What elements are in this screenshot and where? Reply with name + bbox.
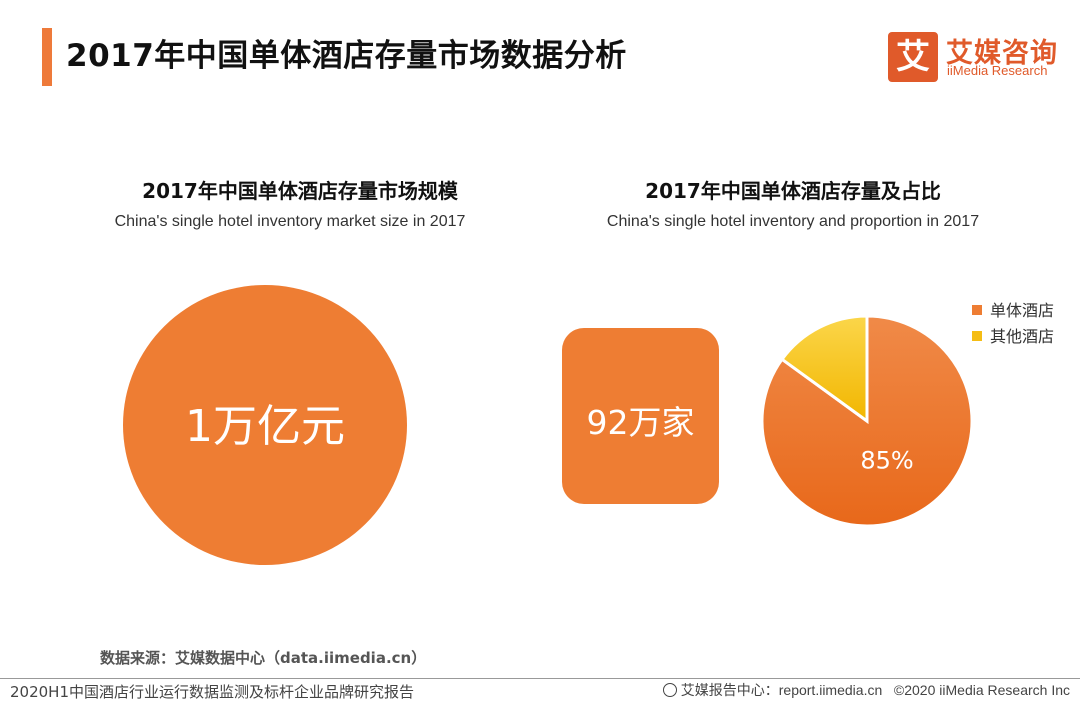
pie-slice-2 — [779, 314, 869, 424]
pie-legend: 单体酒店 其他酒店 — [972, 300, 1054, 352]
right-chart-subtitle: China's single hotel inventory and propo… — [606, 213, 980, 230]
market-size-value: 1万亿元 — [185, 401, 345, 452]
brand-logo: 艾 艾媒咨询 iiMedia Research — [888, 32, 1058, 82]
title-accent-bar — [42, 28, 52, 86]
right-chart-title: 2017年中国单体酒店存量及占比 — [645, 179, 941, 203]
footer-divider — [0, 678, 1080, 679]
legend-swatch — [972, 330, 982, 341]
proportion-pie-chart: 85% — [760, 314, 974, 528]
left-chart-subtitle: China's single hotel inventory market si… — [114, 213, 466, 230]
legend-swatch — [972, 304, 982, 315]
legend-label: 单体酒店 — [990, 301, 1055, 320]
hotel-count-value: 92万家 — [586, 403, 695, 442]
legend-item: 其他酒店 — [972, 326, 1054, 352]
pie-slice-label: 85% — [860, 446, 913, 474]
market-size-circle — [123, 285, 407, 565]
logo-chinese-name: 艾媒咨询 — [946, 38, 1058, 69]
left-chart-title: 2017年中国单体酒店存量市场规模 — [142, 179, 458, 203]
copyright: ©2020 iiMedia Research Inc — [893, 682, 1070, 698]
report-name: 2020H1中国酒店行业运行数据监测及标杆企业品牌研究报告 — [10, 683, 414, 701]
legend-item: 单体酒店 — [972, 300, 1054, 326]
footer-credits: 艾媒报告中心：report.iimedia.cn ©2020 iiMedia R… — [662, 680, 1070, 700]
legend-label: 其他酒店 — [990, 327, 1055, 346]
logo-mark: 艾 — [888, 32, 938, 82]
globe-icon — [662, 683, 677, 698]
page-title: 2017年中国单体酒店存量市场数据分析 — [66, 38, 627, 74]
report-center-link[interactable]: 艾媒报告中心：report.iimedia.cn — [680, 682, 883, 698]
hotel-count-box — [562, 328, 719, 504]
logo-english-name: iiMedia Research — [947, 63, 1048, 78]
data-source: 数据来源：艾媒数据中心（data.iimedia.cn） — [100, 649, 427, 667]
